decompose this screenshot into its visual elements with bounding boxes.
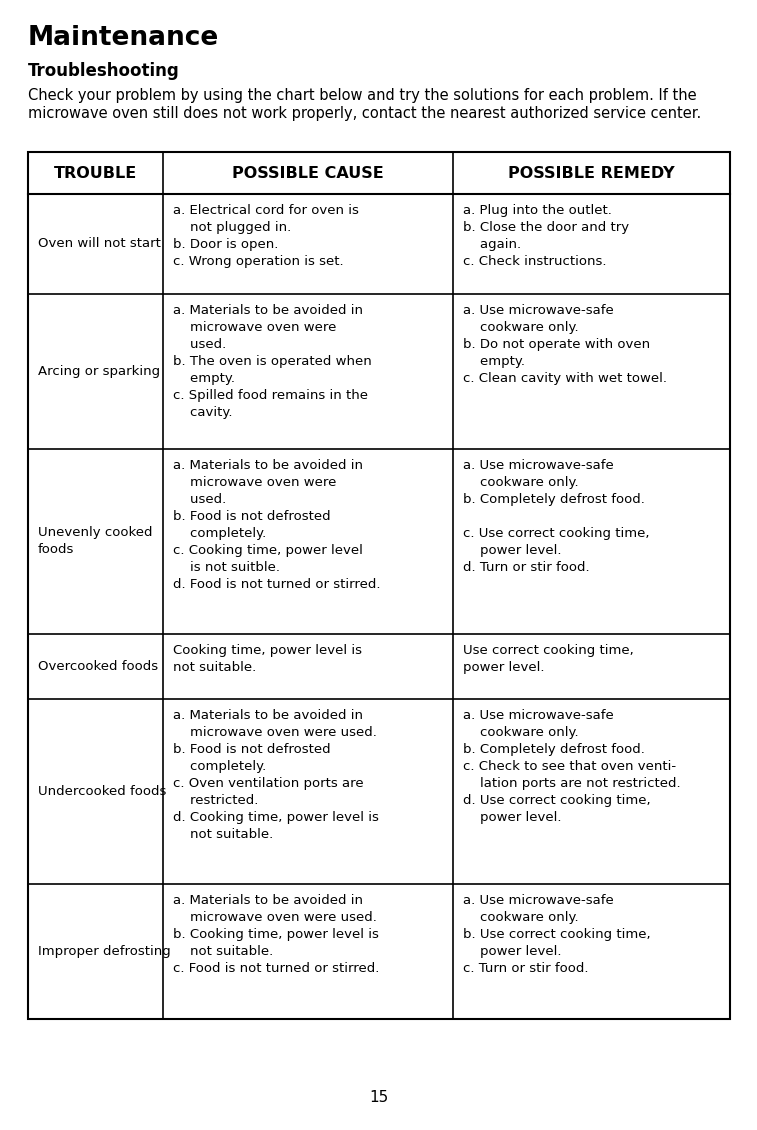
Text: Troubleshooting: Troubleshooting: [28, 62, 179, 80]
Text: Use correct cooking time,
power level.: Use correct cooking time, power level.: [463, 644, 634, 673]
Bar: [28, 153, 730, 1019]
Text: a. Materials to be avoided in
    microwave oven were used.
b. Food is not defro: a. Materials to be avoided in microwave …: [173, 709, 378, 841]
Text: a. Plug into the outlet.
b. Close the door and try
    again.
c. Check instructi: a. Plug into the outlet. b. Close the do…: [463, 205, 629, 268]
Text: a. Electrical cord for oven is
    not plugged in.
b. Door is open.
c. Wrong ope: a. Electrical cord for oven is not plugg…: [173, 205, 359, 268]
Text: Undercooked foods: Undercooked foods: [38, 785, 167, 798]
Text: a. Use microwave-safe
    cookware only.
b. Do not operate with oven
    empty.
: a. Use microwave-safe cookware only. b. …: [463, 304, 667, 385]
Text: TROUBLE: TROUBLE: [54, 165, 137, 181]
Text: POSSIBLE CAUSE: POSSIBLE CAUSE: [232, 165, 384, 181]
Text: microwave oven still does not work properly, contact the nearest authorized serv: microwave oven still does not work prope…: [28, 106, 701, 121]
Text: a. Materials to be avoided in
    microwave oven were
    used.
b. Food is not d: a. Materials to be avoided in microwave …: [173, 459, 381, 591]
Text: Oven will not start: Oven will not start: [38, 237, 161, 251]
Text: Maintenance: Maintenance: [28, 25, 220, 51]
Text: a. Use microwave-safe
    cookware only.
b. Completely defrost food.

c. Use cor: a. Use microwave-safe cookware only. b. …: [463, 459, 650, 574]
Text: POSSIBLE REMEDY: POSSIBLE REMEDY: [508, 165, 674, 181]
Text: 15: 15: [369, 1090, 388, 1105]
Text: Check your problem by using the chart below and try the solutions for each probl: Check your problem by using the chart be…: [28, 88, 696, 103]
Text: Improper defrosting: Improper defrosting: [38, 945, 171, 958]
Text: Overcooked foods: Overcooked foods: [38, 660, 158, 673]
Text: Unevenly cooked
foods: Unevenly cooked foods: [38, 527, 152, 556]
Text: a. Materials to be avoided in
    microwave oven were
    used.
b. The oven is o: a. Materials to be avoided in microwave …: [173, 304, 372, 419]
Text: Arcing or sparking: Arcing or sparking: [38, 365, 160, 379]
Text: a. Use microwave-safe
    cookware only.
b. Completely defrost food.
c. Check to: a. Use microwave-safe cookware only. b. …: [463, 709, 681, 824]
Text: a. Use microwave-safe
    cookware only.
b. Use correct cooking time,
    power : a. Use microwave-safe cookware only. b. …: [463, 894, 650, 975]
Text: a. Materials to be avoided in
    microwave oven were used.
b. Cooking time, pow: a. Materials to be avoided in microwave …: [173, 894, 379, 975]
Text: Cooking time, power level is
not suitable.: Cooking time, power level is not suitabl…: [173, 644, 362, 673]
